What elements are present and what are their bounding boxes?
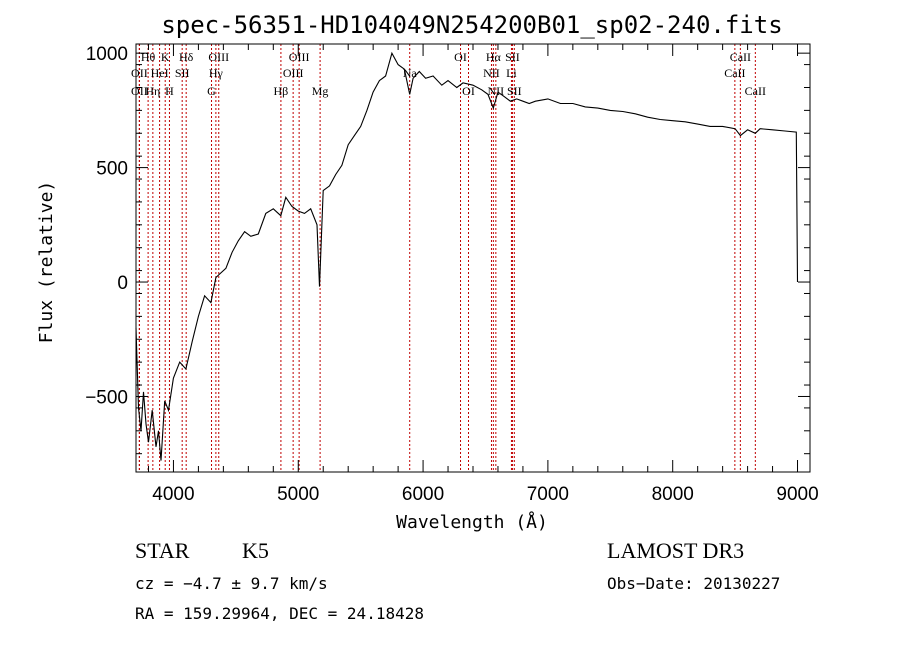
redshift-cz: cz = −4.7 ± 9.7 km/s xyxy=(135,574,328,593)
spectral-line-label: SII xyxy=(507,84,522,98)
spectral-line-label: OIII xyxy=(208,50,229,64)
plot-frame xyxy=(135,43,811,473)
spectral-line-label: Hβ xyxy=(274,84,289,98)
y-axis-label: Flux (relative) xyxy=(36,181,57,344)
line-markers xyxy=(138,44,756,472)
spectral-line-label: SII xyxy=(505,50,520,64)
x-tick-label: 7000 xyxy=(527,484,569,505)
spectral-line-label: Hθ xyxy=(141,50,156,64)
spectral-line-label: Hη xyxy=(145,84,160,98)
spectral-line-label: OII xyxy=(131,84,148,98)
x-tick-label: 5000 xyxy=(277,484,319,505)
x-axis-label: Wavelength (Å) xyxy=(396,511,548,533)
spectral-line-label: K xyxy=(161,50,170,64)
x-tick-label: 8000 xyxy=(652,484,694,505)
y-tick-label: −500 xyxy=(85,387,128,408)
spectral-line-label: Hγ xyxy=(209,66,224,80)
x-axis-ticks: 4000 5000 6000 7000 8000 9000 xyxy=(147,44,819,505)
spectral-line-label: OIII xyxy=(283,66,304,80)
spectral-line-label: OI xyxy=(462,84,475,98)
ra-dec: RA = 159.29964, DEC = 24.18428 xyxy=(135,604,424,623)
spectral-line-label: CaII xyxy=(730,50,751,64)
spectral-line-label: Hδ xyxy=(179,50,194,64)
y-axis-ticks: −500 0 500 1000 xyxy=(85,44,810,455)
spectral-line-label: Hα xyxy=(486,50,502,64)
x-tick-label: 9000 xyxy=(776,484,818,505)
spectral-line-label: HeI xyxy=(151,66,169,80)
object-type: STAR xyxy=(135,538,190,563)
spectral-line-label: H xyxy=(165,84,174,98)
spectral-line-label: NII xyxy=(488,84,505,98)
subclass: K5 xyxy=(242,538,269,563)
spectrum-series xyxy=(135,51,799,461)
spectral-line-label: OI xyxy=(454,50,467,64)
chart-title: spec-56351-HD104049N254200B01_sp02-240.f… xyxy=(161,11,782,39)
spectral-line-label: CaII xyxy=(745,84,766,98)
spectral-line-label: SII xyxy=(175,66,190,80)
spectral-line-label: Mg xyxy=(312,84,329,98)
y-tick-label: 0 xyxy=(117,273,128,294)
x-tick-label: 6000 xyxy=(402,484,444,505)
spectral-line-label: OII xyxy=(131,66,148,80)
spectral-line-label: CaII xyxy=(724,66,745,80)
obs-date: Obs−Date: 20130227 xyxy=(607,574,781,593)
spectral-line-label: OIII xyxy=(289,50,310,64)
spectral-line-label: Li xyxy=(506,66,517,80)
spectral-line-label: NII xyxy=(483,66,500,80)
spectral-line-label: G xyxy=(207,84,216,98)
y-tick-label: 500 xyxy=(96,159,128,180)
survey-name: LAMOST DR3 xyxy=(607,538,745,563)
y-tick-label: 1000 xyxy=(86,44,128,65)
x-tick-label: 4000 xyxy=(152,484,194,505)
